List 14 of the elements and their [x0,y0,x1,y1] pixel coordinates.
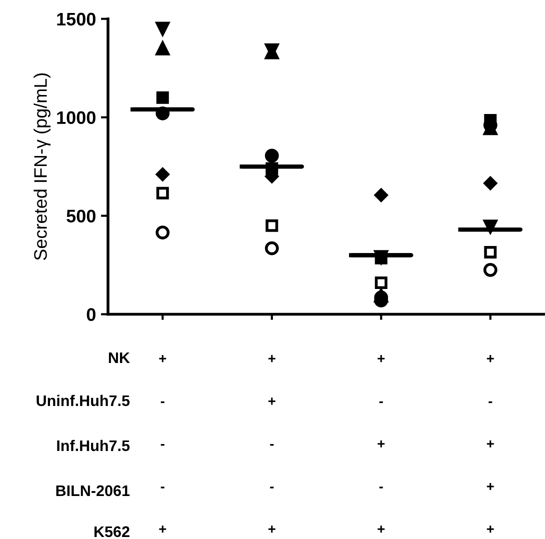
text: BILN-2061 [56,485,130,496]
text: NK [108,352,130,363]
category-label: + - + + + [486,355,494,533]
category-label: + - + - + [378,355,385,533]
y-tick-label: 1000 [57,111,96,124]
category-label: + + - - + [268,355,276,533]
y-tick-label: 0 [86,308,96,321]
y-tick-label: 500 [66,210,96,222]
text: Uninf.Huh7.5 [36,394,130,406]
category-label: + - - - + [159,355,166,533]
text: K562 [94,526,130,538]
y-tick-label: 1500 [57,12,96,26]
text: Inf.Huh7.5 [57,440,130,452]
y-axis-title: Secreted IFN-γ (pg/mL) [34,73,50,260]
